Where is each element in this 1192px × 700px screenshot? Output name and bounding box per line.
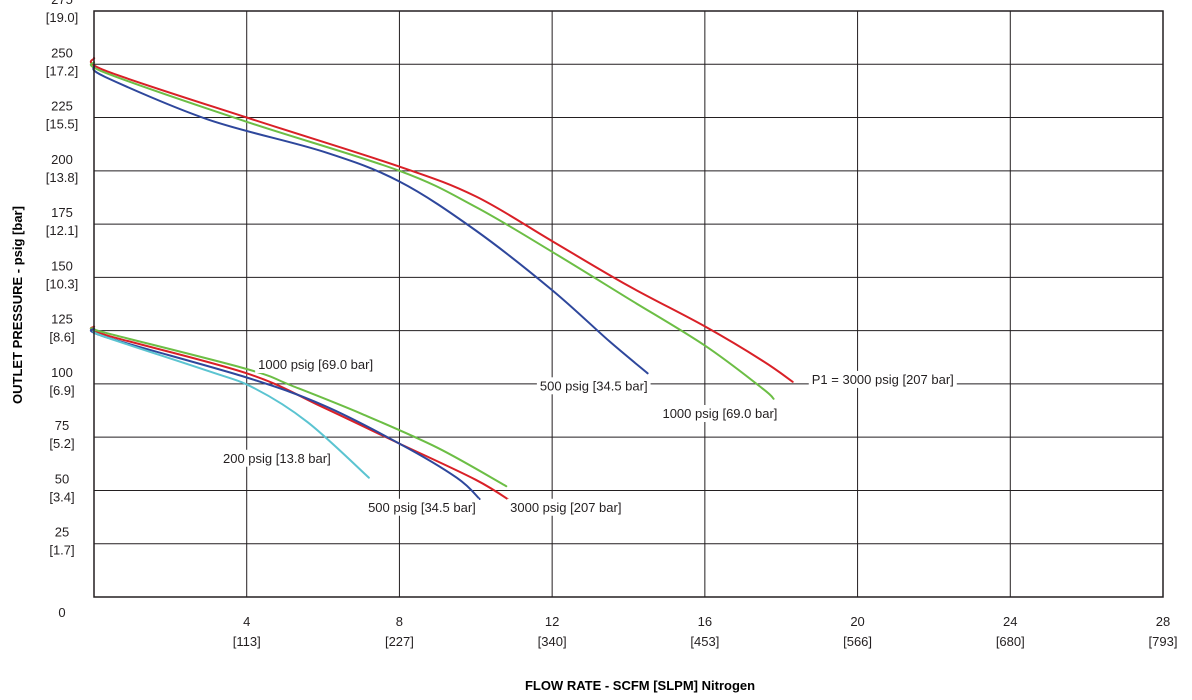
x-tick-sublabel: [113] [233,634,261,649]
y-tick-label: 50 [55,471,69,486]
y-tick-label: 25 [55,525,69,540]
annotation-label: 1000 psig [69.0 bar] [662,406,777,421]
y-tick-label: 225 [51,99,73,114]
annotations: 1000 psig [69.0 bar] 200 psig [13.8 bar] 5… [220,355,957,516]
tick-labels: 0 25 [1.7] 50 [3.4] 75 [5.2] 100 [6.9] 125 [8.6] 15… [46,0,1178,649]
annotation: 1000 psig [69.0 bar] [255,355,377,373]
y-tick-label: 75 [55,418,69,433]
x-tick-label: 12 [545,614,559,629]
y-tick-sublabel: [17.2] [46,63,79,78]
series-line [89,56,794,383]
annotation: 1000 psig [69.0 bar] [659,405,781,423]
y-tick-sublabel: [3.4] [49,489,74,504]
x-tick-label: 16 [698,614,712,629]
x-tick-label: 24 [1003,614,1017,629]
y-tick-sublabel: [12.1] [46,223,79,238]
annotation-bg [507,498,625,516]
y-tick-label: 175 [51,205,73,220]
y-tick-sublabel: [8.6] [49,330,74,345]
annotation-label: 500 psig [34.5 bar] [368,500,476,515]
series-line [89,327,481,500]
annotation: 200 psig [13.8 bar] [220,449,334,467]
annotation-label: 3000 psig [207 bar] [510,500,621,515]
y-tick-label: 250 [51,45,73,60]
y-tick-label: 100 [51,365,73,380]
annotation-bg [659,405,781,423]
annotation-label: 1000 psig [69.0 bar] [258,357,373,372]
annotation: 3000 psig [207 bar] [507,498,625,516]
series-line [89,327,508,488]
y-tick-label: 200 [51,152,73,167]
plot-frame [93,10,1164,598]
x-tick-sublabel: [340] [538,634,567,649]
y-tick-sublabel: [15.5] [46,117,79,132]
x-tick-label: 20 [850,614,864,629]
y-axis-title: OUTLET PRESSURE - psig [bar] [10,206,25,404]
annotation-bg [365,498,479,516]
x-tick-sublabel: [793] [1149,634,1178,649]
annotation-bg [255,355,377,373]
y-tick-label: 0 [58,605,65,620]
annotation: 500 psig [34.5 bar] [365,498,479,516]
y-tick-sublabel: [5.2] [49,436,74,451]
axes [93,10,1164,598]
grid [94,10,1164,597]
series-line [92,65,649,375]
x-tick-label: 28 [1156,614,1170,629]
x-tick-sublabel: [227] [385,634,414,649]
x-tick-sublabel: [680] [996,634,1025,649]
x-tick-label: 4 [243,614,250,629]
series-line [92,329,370,479]
annotation: P1 = 3000 psig [207 bar] [808,370,957,388]
y-tick-sublabel: [6.9] [49,383,74,398]
annotation-label: 200 psig [13.8 bar] [223,451,331,466]
x-tick-sublabel: [453] [690,634,719,649]
series-line [89,325,515,505]
annotation-bg [220,449,334,467]
x-axis-title: FLOW RATE - SCFM [SLPM] Nitrogen [525,678,755,693]
annotation: 500 psig [34.5 bar] [536,377,651,395]
y-tick-sublabel: [1.7] [49,543,74,558]
x-tick-sublabel: [566] [843,634,872,649]
annotation-label: P1 = 3000 psig [207 bar] [812,372,954,387]
y-tick-sublabel: [10.3] [46,276,79,291]
y-tick-sublabel: [19.0] [46,10,79,25]
annotation-label: 500 psig [34.5 bar] [540,378,648,393]
annotation-bg [808,370,957,388]
y-tick-label: 150 [51,258,73,273]
series-group [89,56,794,505]
annotation-bg [536,377,651,395]
series-line [89,61,775,400]
y-tick-label: 125 [51,312,73,327]
x-tick-label: 8 [396,614,403,629]
y-tick-label: 275 [51,0,73,7]
y-tick-sublabel: [13.8] [46,170,79,185]
